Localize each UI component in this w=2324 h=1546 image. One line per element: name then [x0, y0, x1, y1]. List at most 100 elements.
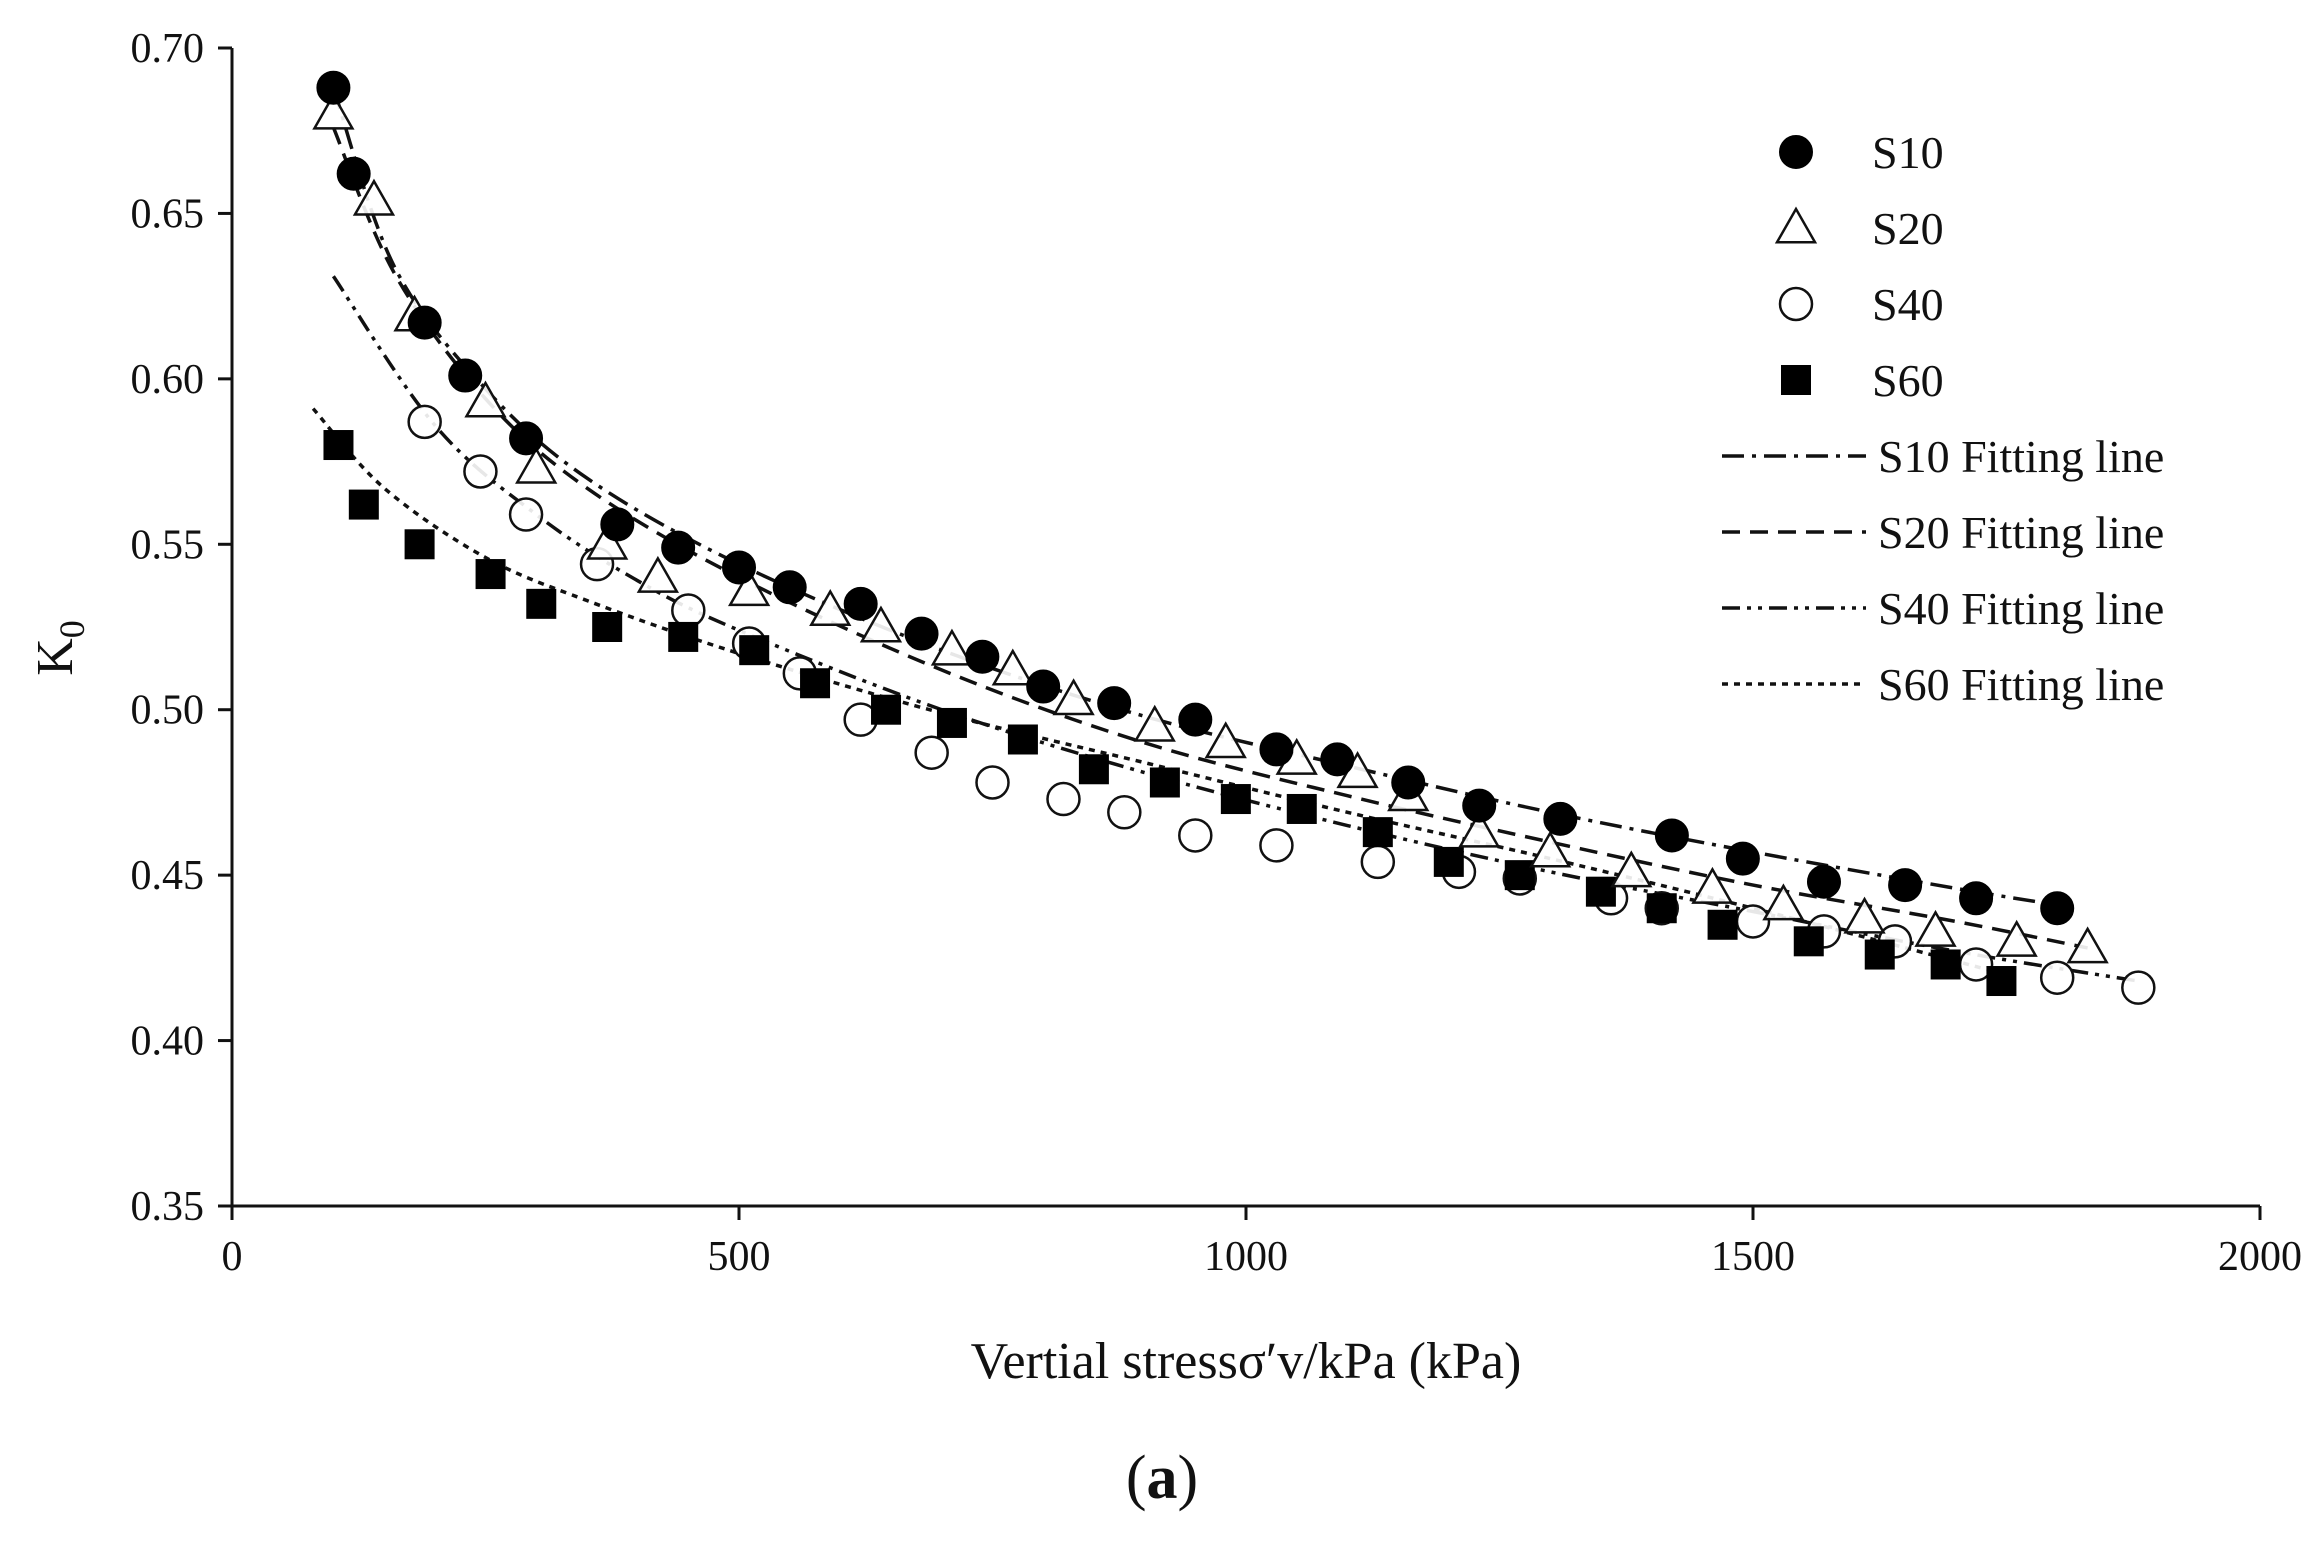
series-s10	[316, 70, 2075, 926]
y-ticks: 0.35 0.40 0.45 0.50 0.55 0.60 0.65 0.70	[131, 26, 232, 1230]
s40-point	[671, 593, 706, 628]
svg-text:K0: K0	[27, 620, 92, 676]
y-tick-label: 0.45	[131, 853, 205, 899]
s10-point	[407, 305, 442, 340]
s10-point	[1959, 881, 1994, 916]
s10-point	[772, 570, 807, 605]
s10-point	[1806, 864, 1841, 899]
s60-point	[1585, 876, 1616, 907]
s60-point	[1078, 754, 1109, 785]
s40-point	[1178, 818, 1213, 853]
s10-point	[600, 507, 635, 542]
s60-point	[1504, 860, 1535, 891]
legend-item-s40-fitting-line: S40 Fitting line	[1722, 583, 2164, 634]
s10-point	[1462, 788, 1497, 823]
s10-point	[1391, 765, 1426, 800]
s60-point	[526, 588, 557, 619]
s20-point	[859, 605, 903, 643]
s10-point	[1026, 669, 1061, 704]
figure-caption: (a)	[1126, 1444, 1198, 1512]
s60-point	[871, 694, 902, 725]
y-tick-label: 0.35	[131, 1184, 205, 1230]
legend-label: S40 Fitting line	[1878, 583, 2164, 634]
s60-point	[323, 430, 354, 461]
s10-point	[448, 358, 483, 393]
s20-point	[464, 380, 507, 418]
legend-label: S10 Fitting line	[1878, 431, 2164, 482]
x-tick-label: 1500	[1711, 1234, 1795, 1280]
fitting-lines	[311, 87, 2139, 983]
legend-label: S60 Fitting line	[1878, 659, 2164, 710]
s60-point	[739, 635, 770, 666]
legend-label: S60	[1872, 355, 1944, 406]
s60-point	[1220, 784, 1251, 815]
s20-point	[1610, 850, 1653, 888]
legend-label: S40	[1872, 279, 1944, 330]
s40-point	[1735, 904, 1771, 939]
s10-point	[509, 421, 544, 456]
y-axis-title-main: K	[27, 638, 84, 676]
s10-point	[1543, 801, 1578, 836]
s60-point	[936, 707, 967, 738]
y-tick-label: 0.55	[131, 522, 205, 568]
s40-point	[914, 735, 949, 770]
legend-marker	[1779, 135, 1813, 169]
s20-point	[991, 648, 1034, 686]
x-tick-label: 1000	[1204, 1234, 1288, 1280]
s40-point	[975, 765, 1010, 800]
s20-point	[312, 92, 355, 130]
s20-point	[1843, 896, 1886, 934]
s60-point	[1707, 909, 1738, 940]
s10-point	[336, 156, 371, 191]
s20-fitting-line	[331, 126, 2088, 950]
legend-item-s10: S10	[1779, 127, 1944, 178]
y-axis-title: K0	[27, 620, 92, 676]
series-s60	[323, 430, 2017, 997]
s10-point	[316, 70, 351, 105]
s20-point	[2066, 926, 2109, 964]
legend-item-s60: S60	[1781, 355, 1944, 406]
s10-point	[1654, 818, 1689, 853]
legend-marker	[1778, 286, 1814, 322]
legend: S10 S20 S40 S60 S10 Fitting line S20 Fitting …	[1722, 127, 2164, 710]
y-tick-label: 0.70	[131, 26, 205, 72]
x-axis-title: Vertial stressσ′v/kPa (kPa)	[971, 1333, 1522, 1390]
s60-point	[1793, 926, 1824, 957]
caption-letter: a	[1147, 1444, 1178, 1512]
s60-point	[1149, 767, 1180, 798]
legend-label: S20	[1872, 203, 1944, 254]
legend-item-s10-fitting-line: S10 Fitting line	[1722, 431, 2164, 482]
s60-point	[1646, 893, 1677, 924]
s60-point	[668, 621, 699, 652]
s20-point	[809, 588, 852, 626]
s40-point	[407, 404, 442, 440]
legend-item-s20-fitting-line: S20 Fitting line	[1722, 507, 2164, 558]
x-tick-label: 2000	[2218, 1234, 2302, 1280]
s20-point	[1529, 830, 1572, 868]
y-tick-label: 0.40	[131, 1019, 205, 1065]
legend-marker	[1774, 206, 1818, 244]
axes: 0 500 1000 1500 2000 0.35 0.40 0.45 0.50 0.55 0.6…	[131, 26, 2303, 1280]
s10-point	[1178, 702, 1213, 737]
s60-point	[1864, 939, 1895, 970]
s20-point	[586, 522, 629, 560]
s60-point	[1286, 793, 1317, 824]
s40-point	[1107, 795, 1142, 830]
s20-point	[352, 178, 396, 216]
s10-point	[2040, 891, 2075, 926]
legend-item-s40: S40	[1778, 279, 1944, 330]
s60-point	[592, 612, 623, 642]
s10-point	[843, 586, 878, 621]
legend-marker	[1781, 365, 1811, 395]
x-tick-label: 500	[708, 1234, 771, 1280]
s10-point	[722, 550, 756, 585]
s10-point	[1320, 742, 1355, 777]
s60-point	[1986, 966, 2017, 997]
s60-point	[1930, 949, 1961, 980]
s10-point	[904, 616, 939, 651]
caption-open-paren: (	[1126, 1444, 1147, 1512]
legend-label: S20 Fitting line	[1878, 507, 2164, 558]
data-points	[312, 70, 2156, 1005]
s20-point	[727, 569, 771, 607]
